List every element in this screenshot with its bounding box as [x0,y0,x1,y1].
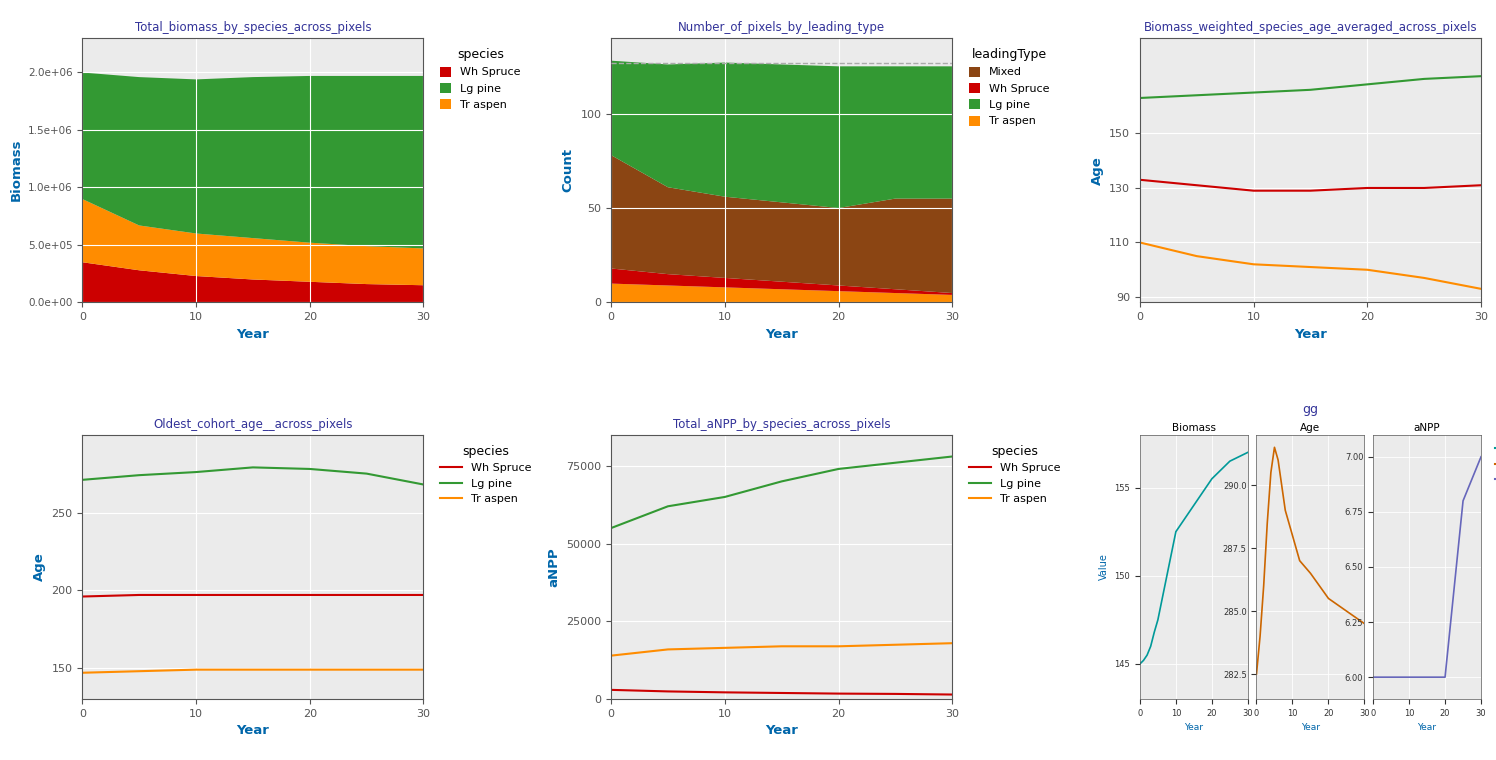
Y-axis label: aNPP: aNPP [548,547,561,587]
Legend: Wh Spruce, Lg pine, Tr aspen: Wh Spruce, Lg pine, Tr aspen [435,440,537,509]
X-axis label: Year: Year [1294,328,1327,340]
Title: Age: Age [1300,423,1321,432]
X-axis label: Year: Year [236,724,269,737]
Title: aNPP: aNPP [1414,423,1441,432]
Title: Biomass_weighted_species_age_averaged_across_pixels: Biomass_weighted_species_age_averaged_ac… [1143,21,1477,34]
Title: Number_of_pixels_by_leading_type: Number_of_pixels_by_leading_type [678,21,886,34]
X-axis label: Year: Year [1302,724,1319,733]
Y-axis label: Biomass: Biomass [9,139,22,201]
X-axis label: Year: Year [766,328,797,340]
Legend: Wh Spruce, Lg pine, Tr aspen: Wh Spruce, Lg pine, Tr aspen [1493,43,1496,112]
X-axis label: Year: Year [766,724,797,737]
Title: Biomass: Biomass [1171,423,1216,432]
Y-axis label: Count: Count [562,148,574,192]
X-axis label: Year: Year [1418,724,1436,733]
Legend: Wh Spruce, Lg pine, Tr aspen: Wh Spruce, Lg pine, Tr aspen [435,43,525,115]
Legend: Biomass, Age, aNPP: Biomass, Age, aNPP [1490,440,1496,489]
Title: Total_biomass_by_species_across_pixels: Total_biomass_by_species_across_pixels [135,21,371,34]
Y-axis label: Age: Age [33,553,46,581]
Title: Total_aNPP_by_species_across_pixels: Total_aNPP_by_species_across_pixels [673,418,890,431]
Y-axis label: Value: Value [1100,553,1109,581]
Title: Oldest_cohort_age__across_pixels: Oldest_cohort_age__across_pixels [153,418,353,431]
Legend: Mixed, Wh Spruce, Lg pine, Tr aspen: Mixed, Wh Spruce, Lg pine, Tr aspen [965,43,1055,131]
Text: gg: gg [1303,403,1318,416]
Y-axis label: Age: Age [1091,156,1104,185]
X-axis label: Year: Year [1185,724,1203,733]
X-axis label: Year: Year [236,328,269,340]
Legend: Wh Spruce, Lg pine, Tr aspen: Wh Spruce, Lg pine, Tr aspen [965,440,1065,509]
